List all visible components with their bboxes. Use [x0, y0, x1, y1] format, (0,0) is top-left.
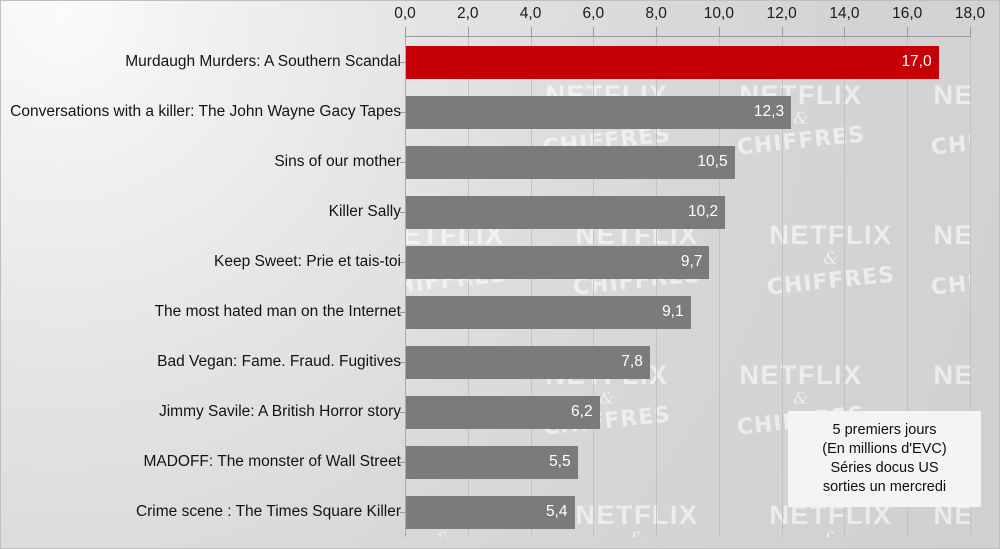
bar-value-label: 9,7: [680, 253, 703, 270]
x-axis-tick-mark: [844, 27, 846, 36]
bar-value-label: 6,2: [571, 403, 593, 420]
category-label: Sins of our mother: [274, 153, 401, 170]
bar-value-label: 7,8: [621, 353, 643, 370]
legend-line: (En millions d'EVC): [822, 440, 947, 457]
y-axis-tick-mark: [400, 162, 405, 163]
x-axis-tick-mark: [467, 27, 469, 36]
bar-row[interactable]: 9,7: [400, 245, 710, 279]
x-axis: 0,0 2,0 4,0 6,0 8,0 10,0 12,0 14,0 16,0 18,0: [394, 1, 985, 37]
y-axis-tick-mark: [400, 212, 405, 213]
x-axis-tick-label: 14,0: [829, 5, 860, 22]
legend-annotation-box: 5 premiers jours (En millions d'EVC) Sér…: [788, 411, 981, 508]
bar-row[interactable]: 10,5: [400, 145, 735, 179]
y-axis-tick-mark: [400, 112, 405, 113]
x-axis-tick-mark: [718, 27, 720, 36]
legend-line: Séries docus US: [830, 459, 939, 476]
category-label: Jimmy Savile: A British Horror story: [158, 403, 401, 420]
gridline: [970, 37, 971, 537]
x-axis-tick-mark: [405, 27, 406, 36]
bar-row[interactable]: 9,1: [400, 295, 691, 329]
category-label: Killer Sally: [328, 203, 401, 220]
x-axis-tick-label: 2,0: [456, 5, 479, 22]
bar-row[interactable]: 10,2: [400, 195, 726, 229]
legend-line: 5 premiers jours: [832, 422, 937, 438]
bar[interactable]: 12,3: [405, 95, 792, 129]
bar[interactable]: 5,4: [405, 495, 575, 529]
bar-value-label: 10,2: [687, 203, 719, 220]
bar-row[interactable]: 5,4: [400, 495, 575, 529]
gridline: [907, 37, 909, 537]
x-axis-tick-label: 18,0: [954, 5, 986, 22]
legend-line: sorties un mercredi: [822, 478, 947, 495]
x-axis-baseline: [405, 36, 971, 37]
x-axis-tick-label: 16,0: [892, 5, 923, 22]
bar-row[interactable]: 6,2: [400, 395, 600, 429]
gridline: [530, 37, 532, 537]
gridline: [656, 37, 658, 537]
y-axis-tick-mark: [400, 262, 405, 263]
category-label: Murdaugh Murders: A Southern Scandal: [125, 53, 401, 70]
bar-value-label: 5,4: [545, 503, 568, 520]
bar-value-label: 5,5: [549, 453, 571, 470]
gridline: [781, 37, 783, 537]
category-label: Crime scene : The Times Square Killer: [135, 503, 401, 520]
bar-value-label: 17,0: [901, 53, 932, 70]
category-label: Conversations with a killer: The John Wa…: [10, 103, 401, 120]
y-axis-tick-mark: [400, 412, 405, 413]
x-axis-tick-mark: [781, 27, 783, 36]
bar-value-label: 10,5: [697, 153, 728, 170]
x-axis-tick-label: 10,0: [703, 5, 734, 22]
bar[interactable]: 7,8: [405, 345, 650, 379]
x-axis-tick-label: 12,0: [766, 5, 797, 22]
x-axis-tick-mark: [530, 27, 532, 36]
y-axis-tick-mark: [400, 62, 405, 63]
bar[interactable]: 9,1: [405, 295, 691, 329]
bar-value-label: 9,1: [662, 303, 684, 320]
gridline: [844, 37, 846, 537]
category-label: MADOFF: The monster of Wall Street: [143, 453, 401, 470]
bar-row[interactable]: 5,5: [400, 445, 578, 479]
y-axis-category-labels: Murdaugh Murders: A Southern Scandal Conv…: [1, 37, 401, 537]
y-axis-line: [405, 37, 406, 537]
x-axis-tick-mark: [593, 27, 595, 36]
plot-area: 17,0 12,3 10,5 10,2 9,7 9,1 7,8 6,2 5,5 5,4: [400, 37, 971, 537]
bar-row[interactable]: 7,8: [400, 345, 650, 379]
bar[interactable]: 5,5: [405, 445, 578, 479]
bar-row[interactable]: 17,0: [400, 45, 939, 79]
y-axis-tick-mark: [400, 512, 405, 513]
category-label: The most hated man on the Internet: [154, 303, 401, 320]
x-axis-tick-label: 0,0: [394, 5, 416, 22]
bar[interactable]: 6,2: [405, 395, 600, 429]
x-axis-tick-mark: [907, 27, 909, 36]
gridline: [467, 37, 469, 537]
category-label: Keep Sweet: Prie et tais-toi: [214, 253, 401, 270]
bar-row[interactable]: 12,3: [400, 95, 792, 129]
bar-highlighted[interactable]: 17,0: [405, 45, 939, 79]
x-axis-tick-label: 8,0: [645, 5, 667, 22]
bar[interactable]: 10,5: [405, 145, 735, 179]
bar[interactable]: 9,7: [405, 245, 710, 279]
y-axis-tick-mark: [400, 462, 405, 463]
x-axis-tick-label: 4,0: [519, 5, 542, 22]
bar-value-label: 12,3: [753, 103, 785, 120]
y-axis-tick-mark: [400, 312, 405, 313]
x-axis-tick-label: 6,0: [582, 5, 605, 22]
x-axis-tick-mark: [656, 27, 658, 36]
bar[interactable]: 10,2: [405, 195, 726, 229]
gridline: [593, 37, 595, 537]
x-axis-tick-mark: [970, 27, 971, 36]
y-axis-tick-mark: [400, 362, 405, 363]
gridline: [718, 37, 720, 537]
category-label: Bad Vegan: Fame. Fraud. Fugitives: [157, 353, 401, 370]
